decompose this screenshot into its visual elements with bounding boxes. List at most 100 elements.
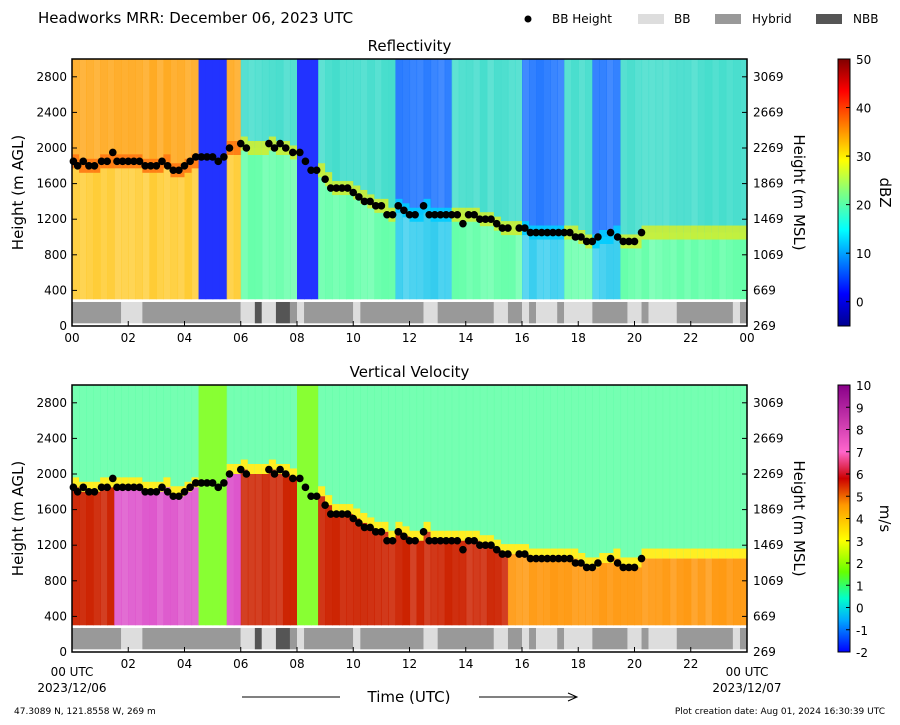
band-segment (493, 627, 508, 650)
y-right-tick-label: 669 (753, 283, 776, 297)
bb-height-point (515, 224, 523, 232)
y-right-tick-label: 2269 (753, 467, 784, 481)
location-text: 47.3089 N, 121.8558 W, 269 m (14, 707, 156, 717)
bb-height-point (73, 488, 82, 496)
y-right-tick-label: 1069 (753, 574, 784, 588)
colorbar-tick-label: 40 (856, 102, 871, 116)
band-segment (592, 301, 628, 324)
bb-height-point (394, 528, 403, 536)
bb-height-point (360, 523, 369, 532)
bb-height-point (186, 483, 194, 492)
bb-height-point (619, 237, 628, 246)
bb-height-point (431, 536, 439, 545)
band-segment (121, 627, 143, 650)
bb-height-point (504, 224, 512, 232)
bb-height-point (141, 488, 149, 496)
y-right-tick-label: 1869 (753, 177, 784, 191)
bb-height-point (571, 233, 580, 241)
heatmap-field (72, 385, 748, 626)
bb-height-point (265, 139, 273, 148)
bb-height-point (113, 157, 121, 166)
bb-height-point (481, 215, 490, 223)
bb-height-point (560, 554, 568, 563)
x-tick-label: 20 (627, 331, 642, 345)
band-segment (289, 301, 297, 324)
bb-height-point (436, 536, 445, 545)
panel-vertical-velocity: Vertical Velocity04008001200160020002400… (9, 363, 894, 671)
colorbar-tick-label: 9 (856, 401, 864, 415)
y-tick-label: 2400 (36, 431, 67, 445)
colorbar-tick-label: 20 (856, 199, 871, 213)
band-segment (536, 301, 558, 324)
x-tick-label: 06 (233, 331, 248, 345)
band-segment (641, 627, 649, 650)
bb-height-point (163, 488, 172, 496)
bb-height-point (118, 157, 127, 166)
bb-height-point (338, 184, 346, 192)
bb-height-point (476, 215, 484, 223)
bb-height-point (220, 479, 228, 487)
bb-height-point (326, 184, 335, 192)
bb-height-point (203, 479, 211, 487)
y-tick-label: 1200 (36, 212, 67, 226)
band-segment (72, 627, 122, 650)
y-right-tick-label: 1069 (753, 248, 784, 262)
bb-height-point (214, 157, 223, 166)
y-right-axis-label: Height (m MSL) (790, 460, 808, 576)
bb-height-point (169, 166, 178, 175)
bb-height-point (371, 202, 380, 210)
bb-height-point (498, 550, 507, 558)
bb-height-point (197, 153, 206, 161)
band-segment (676, 627, 733, 650)
y-tick-label: 1600 (36, 503, 67, 517)
y-tick-label: 400 (44, 283, 67, 297)
y-right-tick-label: 2669 (753, 105, 784, 119)
bb-height-point (307, 492, 315, 501)
y-right-tick-label: 3069 (753, 396, 784, 410)
bb-height-point (113, 483, 121, 492)
bb-height-point (130, 157, 138, 166)
y-axis-label: Height (m AGL) (9, 461, 27, 576)
bb-height-point (442, 210, 450, 219)
bb-height-point (321, 175, 329, 183)
legend-bb-height-marker (524, 15, 532, 23)
x-tick-label: 00 (739, 331, 754, 345)
bb-height-point (312, 492, 321, 501)
bb-height-point (220, 153, 228, 161)
creation-date-text: Plot creation date: Aug 01, 2024 16:30:3… (675, 707, 885, 717)
colorbar-tick-label: -2 (856, 646, 868, 660)
bb-height-point (90, 488, 99, 496)
bb-height-point (214, 483, 223, 492)
bb-height-point (606, 228, 615, 237)
colorbar-tick-label: 5 (856, 490, 864, 504)
bb-height-point (118, 483, 127, 492)
bb-height-point (537, 228, 546, 237)
bb-height-point (492, 219, 501, 228)
bb-height-series (69, 465, 646, 572)
bb-height-point (453, 210, 462, 219)
bb-height-point (225, 470, 234, 478)
band-segment (437, 301, 494, 324)
bb-height-point (288, 148, 297, 157)
colorbar-label: m/s (876, 505, 894, 533)
figure-legend: BB Height BB Hybrid NBB (524, 12, 878, 26)
colorbar-tick-label: 3 (856, 535, 864, 549)
x-tick-label: 14 (458, 657, 473, 671)
x-tick-label: 18 (571, 331, 586, 345)
band-segment (732, 301, 740, 324)
bb-height-point (85, 488, 93, 496)
x-tick-label: 18 (571, 657, 586, 671)
x-tick-label: 22 (683, 331, 698, 345)
legend-bb-height-label: BB Height (552, 12, 612, 26)
band-segment (353, 301, 361, 324)
x-tick-label: 16 (514, 657, 529, 671)
bb-height-point (169, 492, 178, 501)
bb-height-point (175, 166, 183, 175)
bb-height-point (343, 510, 352, 518)
y-right-tick-label: 2669 (753, 431, 784, 445)
y-tick-label: 1200 (36, 538, 67, 552)
band-segment (240, 301, 255, 324)
bb-height-point (141, 162, 149, 170)
bb-height-point (487, 541, 495, 549)
